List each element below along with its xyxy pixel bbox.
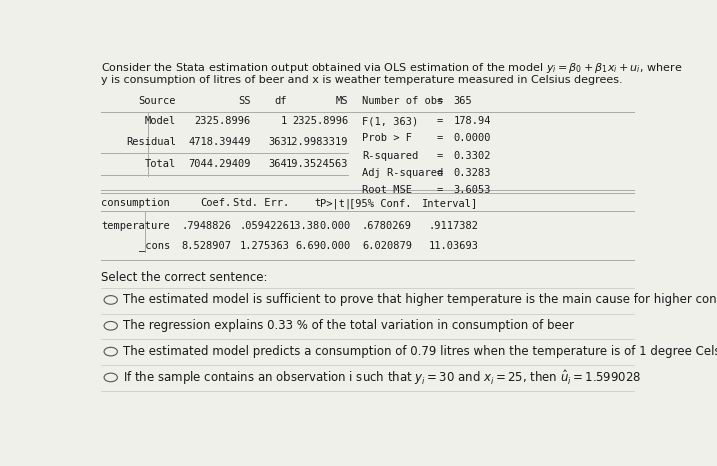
Text: 0.000: 0.000 (320, 221, 351, 231)
Text: 2325.8996: 2325.8996 (194, 116, 251, 126)
Text: 0.3302: 0.3302 (454, 151, 491, 161)
Text: Source: Source (138, 96, 176, 106)
Text: Consider the Stata estimation output obtained via OLS estimation of the model $y: Consider the Stata estimation output obt… (100, 62, 682, 75)
Text: .0594226: .0594226 (239, 221, 290, 231)
Text: 1: 1 (280, 116, 287, 126)
Text: Coef.: Coef. (200, 199, 232, 208)
Text: 11.03693: 11.03693 (429, 241, 479, 251)
Text: 2325.8996: 2325.8996 (292, 116, 348, 126)
Text: Select the correct sentence:: Select the correct sentence: (100, 271, 267, 284)
Text: MS: MS (336, 96, 348, 106)
Text: =: = (437, 185, 443, 195)
Text: 178.94: 178.94 (454, 116, 491, 126)
Text: 6.020879: 6.020879 (362, 241, 412, 251)
Text: Root MSE: Root MSE (362, 185, 412, 195)
Text: 365: 365 (454, 96, 473, 106)
Text: P>|t|: P>|t| (320, 198, 351, 209)
Text: The estimated model is sufficient to prove that higher temperature is the main c: The estimated model is sufficient to pro… (123, 294, 717, 307)
Text: =: = (437, 96, 443, 106)
Text: Model: Model (145, 116, 176, 126)
Text: 19.3524563: 19.3524563 (285, 159, 348, 169)
Text: 363: 363 (268, 137, 287, 147)
Text: Prob > F: Prob > F (362, 133, 412, 144)
Text: 6.69: 6.69 (295, 241, 320, 251)
Text: consumption: consumption (101, 199, 170, 208)
Text: Interval]: Interval] (422, 199, 479, 208)
Text: Number of obs: Number of obs (362, 96, 443, 106)
Text: .7948826: .7948826 (181, 221, 232, 231)
Text: Total: Total (145, 159, 176, 169)
Text: _cons: _cons (139, 241, 170, 251)
Text: =: = (437, 151, 443, 161)
Text: 0.000: 0.000 (320, 241, 351, 251)
Text: .9117382: .9117382 (429, 221, 479, 231)
Text: =: = (437, 133, 443, 144)
Text: =: = (437, 116, 443, 126)
Text: 7044.29409: 7044.29409 (189, 159, 251, 169)
Text: SS: SS (238, 96, 251, 106)
Text: The regression explains 0.33 % of the total variation in consumption of beer: The regression explains 0.33 % of the to… (123, 319, 574, 332)
Text: Std. Err.: Std. Err. (234, 199, 290, 208)
Text: y is consumption of litres of beer and x is weather temperature measured in Cels: y is consumption of litres of beer and x… (100, 75, 622, 85)
Text: 1.275363: 1.275363 (239, 241, 290, 251)
Text: 8.528907: 8.528907 (181, 241, 232, 251)
Text: .6780269: .6780269 (362, 221, 412, 231)
Text: Residual: Residual (125, 137, 176, 147)
Text: 12.9983319: 12.9983319 (285, 137, 348, 147)
Text: If the sample contains an observation i such that $y_i = 30$ and $x_i = 25$, the: If the sample contains an observation i … (123, 368, 641, 387)
Text: temperature: temperature (101, 221, 170, 231)
Text: =: = (437, 168, 443, 178)
Text: The estimated model predicts a consumption of 0.79 litres when the temperature i: The estimated model predicts a consumpti… (123, 345, 717, 358)
Text: 3.6053: 3.6053 (454, 185, 491, 195)
Text: Adj R-squared: Adj R-squared (362, 168, 443, 178)
Text: t: t (314, 199, 320, 208)
Text: 13.38: 13.38 (289, 221, 320, 231)
Text: R-squared: R-squared (362, 151, 418, 161)
Text: [95% Conf.: [95% Conf. (349, 199, 412, 208)
Text: 4718.39449: 4718.39449 (189, 137, 251, 147)
Text: df: df (275, 96, 287, 106)
Text: F(1, 363): F(1, 363) (362, 116, 418, 126)
Text: 0.0000: 0.0000 (454, 133, 491, 144)
Text: 0.3283: 0.3283 (454, 168, 491, 178)
Text: 364: 364 (268, 159, 287, 169)
